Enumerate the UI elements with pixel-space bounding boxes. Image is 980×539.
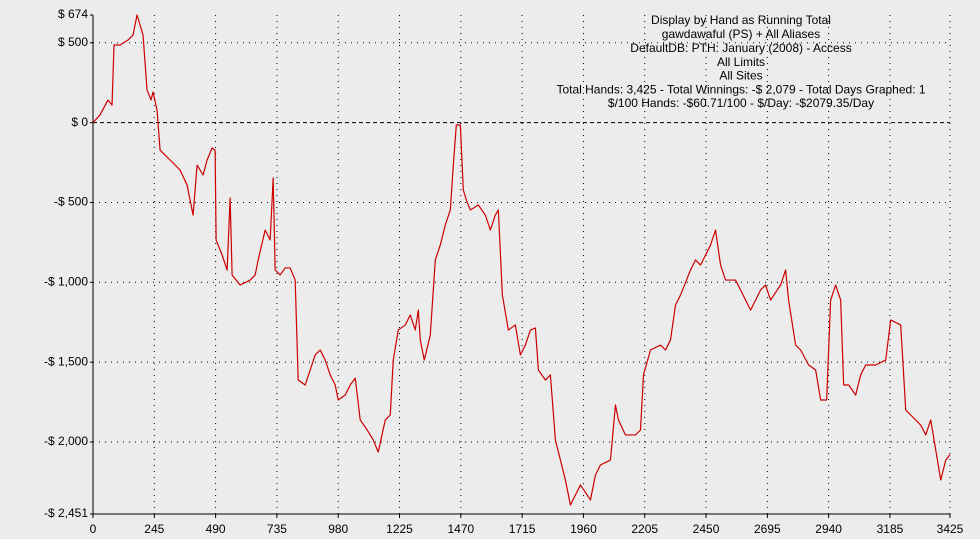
subtitle-line: DefaultDB: PTH: January (2008) - Access	[630, 41, 851, 55]
x-tick-label: 1225	[386, 522, 413, 536]
x-tick-label: 980	[328, 522, 348, 536]
x-tick-label: 1715	[509, 522, 536, 536]
x-tick-label: 3185	[877, 522, 904, 536]
subtitle-line: $/100 Hands: -$60.71/100 - $/Day: -$2079…	[608, 96, 874, 110]
y-tick-label: -$ 1,000	[44, 274, 88, 288]
y-tick-label: -$ 2,000	[44, 434, 88, 448]
running-total-line	[92, 14, 951, 506]
x-tick-label: 2695	[754, 522, 781, 536]
y-tick-label: -$ 500	[54, 195, 88, 209]
x-tick-label: 735	[267, 522, 287, 536]
x-tick-label: 0	[90, 522, 97, 536]
subtitle-line: gawdawaful (PS) + All Aliases	[662, 27, 820, 41]
x-tick-label: 2205	[631, 522, 658, 536]
x-tick-label: 2450	[693, 522, 720, 536]
y-tick-label: -$ 1,500	[44, 354, 88, 368]
x-tick-label: 490	[206, 522, 226, 536]
subtitle-line: All Limits	[717, 55, 765, 69]
subtitle-line: Total Hands: 3,425 - Total Winnings: -$ …	[556, 82, 925, 96]
x-tick-label: 1470	[447, 522, 474, 536]
y-tick-label: $ 500	[58, 35, 88, 49]
y-tick-label: $ 0	[71, 115, 88, 129]
x-tick-label: 3425	[937, 522, 964, 536]
x-tick-label: 1960	[570, 522, 597, 536]
y-tick-label: -$ 2,451	[44, 506, 88, 520]
x-tick-label: 2940	[815, 522, 842, 536]
chart-title: Display by Hand as Running Total	[651, 13, 831, 27]
subtitle-line: All Sites	[719, 69, 762, 83]
y-tick-label: $ 674	[58, 7, 88, 21]
x-tick-label: 245	[144, 522, 164, 536]
